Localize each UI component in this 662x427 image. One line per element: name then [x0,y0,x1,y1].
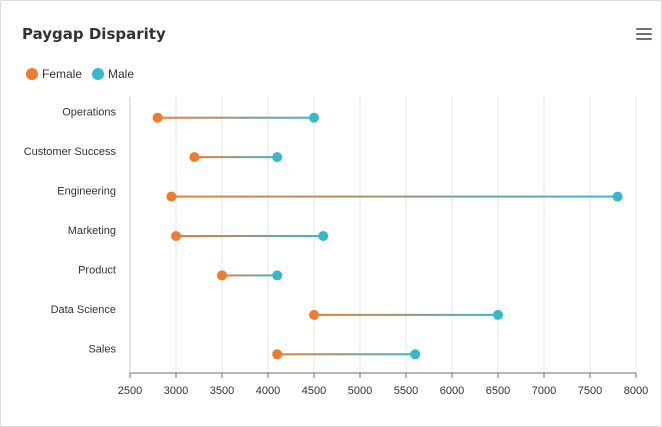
menu-bar [636,33,652,35]
x-tick-label: 5500 [394,385,418,397]
male-point [318,231,329,241]
dumbbell-connector [314,313,498,316]
hamburger-menu-icon[interactable] [636,28,652,40]
dumbbell-connector [194,156,278,159]
y-tick-label: Operations [62,107,116,119]
y-tick-label: Sales [88,343,116,355]
dumbbell-marks [152,112,623,360]
x-tick-label: 4000 [256,385,280,397]
dumbbell-connector [171,195,618,198]
y-tick-label: Marketing [68,225,116,237]
x-tick-label: 6500 [486,385,510,397]
dumbbell-connector [176,235,324,237]
grid-lines [175,97,637,373]
legend-dot-female [26,68,38,80]
female-point [217,270,227,281]
male-point [493,309,503,320]
male-point [309,112,319,123]
x-tick-label: 5000 [348,385,372,397]
female-point [189,152,200,163]
male-point [410,349,421,360]
menu-bar [636,28,652,30]
menu-bar [636,38,652,40]
female-point [152,112,163,123]
y-tick-label: Customer Success [24,146,117,158]
male-point [612,191,623,202]
male-point [272,152,283,163]
legend-label-male: Male [108,67,135,81]
male-point [272,270,283,281]
y-tick-label: Product [78,264,116,276]
female-point [171,231,181,241]
x-tick-label: 8000 [624,385,648,397]
legend-label-female: Female [42,67,83,81]
legend-item-female[interactable]: Female [26,67,82,81]
legend: Female Male [26,67,144,81]
x-axis: 2500 3000 3500 4000 4500 5000 5500 6000 6500 7000… [118,372,648,397]
y-tick-label: Data Science [51,304,116,316]
y-tick-label: Engineering [57,186,116,198]
x-tick-label: 4500 [302,385,326,397]
y-axis: Operations Customer Success Engineering Mar… [24,97,131,373]
x-tick-label: 2500 [118,385,142,397]
female-point [272,349,283,360]
dumbbell-connector [277,353,416,356]
legend-item-male[interactable]: Male [92,67,134,81]
x-tick-label: 7500 [578,385,602,397]
chart-title: Paygap Disparity [22,25,166,43]
legend-dot-male [92,68,105,80]
dumbbell-connector [157,116,314,119]
x-tick-label: 7000 [532,385,556,397]
dumbbell-connector [222,274,278,277]
x-tick-label: 3500 [210,385,234,397]
female-point [166,191,177,202]
x-tick-label: 6000 [440,385,464,397]
x-tick-label: 3000 [164,385,188,397]
female-point [309,309,319,320]
